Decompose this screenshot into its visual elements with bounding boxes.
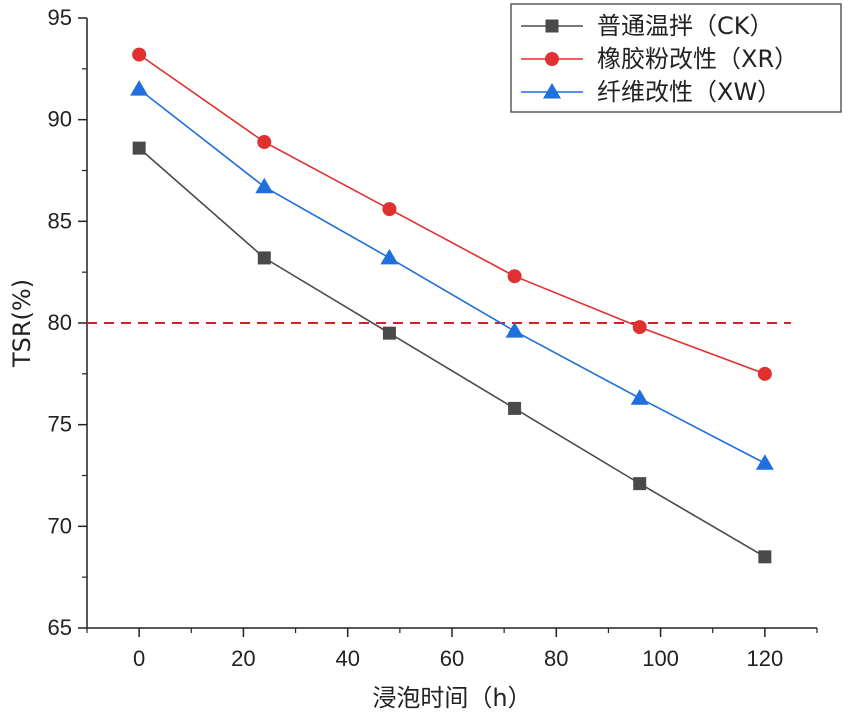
data-point xyxy=(130,80,149,96)
legend-box xyxy=(510,3,842,113)
y-tick-label: 85 xyxy=(48,208,72,233)
data-point xyxy=(755,454,774,470)
x-tick-label: 100 xyxy=(642,646,679,671)
data-point xyxy=(257,135,272,150)
series-line xyxy=(138,88,766,465)
series-1 xyxy=(132,47,772,381)
y-tick-label: 75 xyxy=(48,412,72,437)
data-point xyxy=(382,202,397,217)
x-tick-label: 60 xyxy=(440,646,464,671)
data-point xyxy=(758,550,772,564)
legend-label: 普通温拌（CK） xyxy=(597,12,774,40)
y-tick-label: 95 xyxy=(48,5,72,30)
series-line xyxy=(138,147,766,558)
data-point xyxy=(255,177,274,194)
ticks-layer: 0 20 40 60 80 100 120 65 70 75 80 85 90 95 xyxy=(48,5,818,671)
data-point xyxy=(633,477,647,491)
x-tick-label: 0 xyxy=(133,646,145,671)
series-line xyxy=(138,53,766,375)
y-tick-label: 80 xyxy=(48,310,72,335)
legend: 普通温拌（CK） 橡胶粉改性（XR） 纤维改性（XW） xyxy=(510,3,842,113)
data-point xyxy=(380,248,399,265)
y-tick-label: 70 xyxy=(48,513,72,538)
x-axis-title: 浸泡时间（h） xyxy=(372,684,531,712)
data-point xyxy=(757,366,772,381)
series-2 xyxy=(130,80,774,470)
data-point xyxy=(132,141,146,155)
data-point xyxy=(382,326,396,340)
data-point xyxy=(257,251,271,265)
legend-label: 橡胶粉改性（XR） xyxy=(597,45,798,73)
x-tick-label: 20 xyxy=(231,646,255,671)
y-tick-label: 90 xyxy=(48,107,72,132)
data-point xyxy=(632,320,647,335)
series-0 xyxy=(132,141,772,564)
data-point xyxy=(132,47,147,62)
data-point xyxy=(630,389,649,405)
legend-marker xyxy=(543,83,561,99)
x-tick-label: 120 xyxy=(746,646,783,671)
data-point xyxy=(505,322,524,338)
data-point xyxy=(508,401,522,415)
y-tick-label: 65 xyxy=(48,615,72,640)
series-layer xyxy=(130,47,774,564)
legend-label: 纤维改性（XW） xyxy=(597,78,781,106)
x-tick-label: 80 xyxy=(544,646,568,671)
y-axis-title: TSR(%) xyxy=(8,279,36,368)
legend-marker xyxy=(545,19,559,33)
data-point xyxy=(507,269,522,284)
legend-marker xyxy=(545,52,559,66)
x-tick-label: 40 xyxy=(335,646,359,671)
